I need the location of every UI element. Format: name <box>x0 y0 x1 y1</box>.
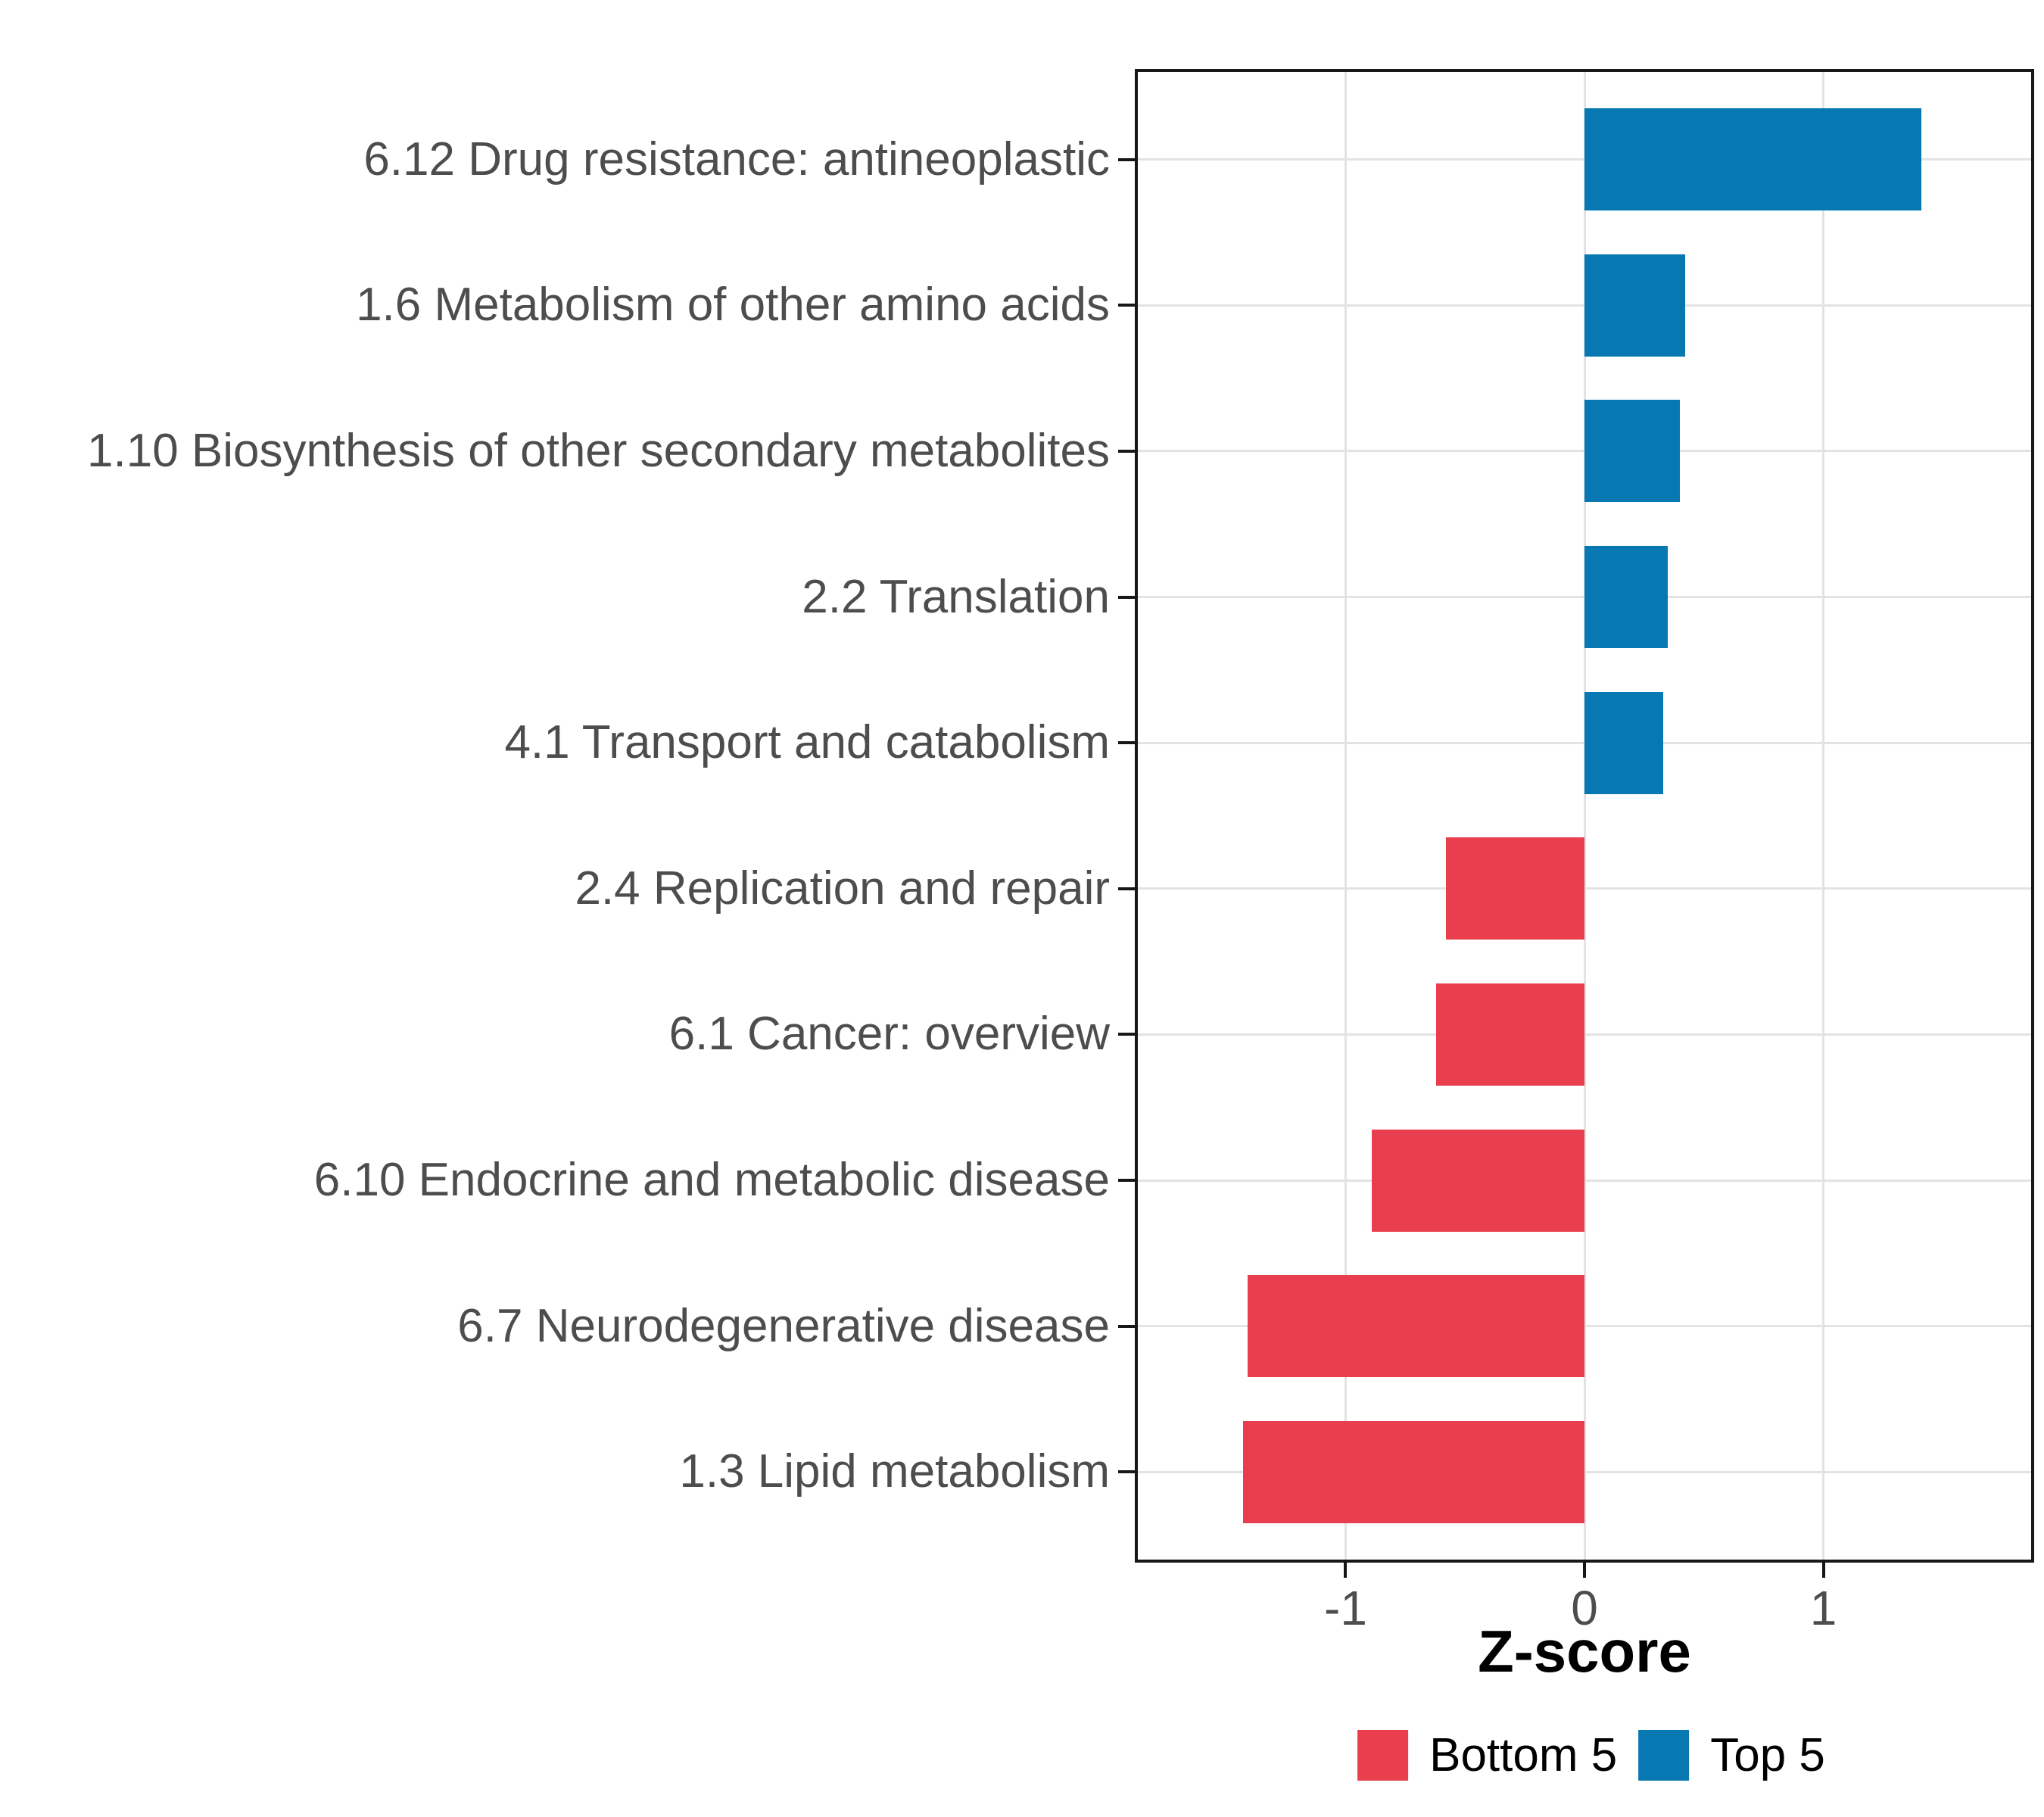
bar <box>1584 254 1685 357</box>
bar <box>1242 1420 1584 1523</box>
legend: Bottom 5 Top 5 <box>1357 1730 1825 1781</box>
bar <box>1372 1129 1584 1232</box>
y-axis-label: 1.6 Metabolism of other amino acids <box>356 279 1110 332</box>
vertical-gridline <box>1344 72 1347 1560</box>
y-axis-tick <box>1118 1179 1135 1183</box>
y-axis-tick <box>1118 304 1135 307</box>
y-axis-label: 6.7 Neurodegenerative disease <box>457 1299 1110 1352</box>
y-axis-tick <box>1118 741 1135 745</box>
x-axis-tick-label: -1 <box>1324 1581 1367 1635</box>
y-axis-tick <box>1118 1324 1135 1328</box>
y-axis-label: 2.4 Replication and repair <box>575 862 1110 915</box>
horizontal-gridline <box>1138 1179 2031 1182</box>
legend-swatch <box>1357 1730 1409 1781</box>
y-axis-tick <box>1118 595 1135 599</box>
vertical-gridline <box>1583 72 1586 1560</box>
bar <box>1584 108 1921 211</box>
y-axis-tick <box>1118 449 1135 453</box>
x-axis-tick-label: 1 <box>1809 1581 1837 1635</box>
bar <box>1446 837 1584 940</box>
legend-swatch <box>1638 1730 1690 1781</box>
y-axis-label: 6.12 Drug resistance: antineoplastic <box>363 132 1110 185</box>
y-axis-label: 6.1 Cancer: overview <box>668 1008 1110 1061</box>
x-axis-tick <box>1344 1563 1348 1578</box>
plot-panel <box>1135 69 2034 1563</box>
horizontal-gridline <box>1138 1470 2031 1473</box>
y-axis-label: 1.3 Lipid metabolism <box>679 1445 1110 1498</box>
vertical-gridline <box>1822 72 1824 1560</box>
y-axis-tick <box>1118 887 1135 890</box>
y-axis-tick <box>1118 157 1135 161</box>
bar <box>1584 546 1669 649</box>
x-axis-title: Z-score <box>1478 1618 1691 1685</box>
horizontal-gridline <box>1138 1033 2031 1036</box>
legend-label: Top 5 <box>1710 1728 1825 1781</box>
bar <box>1436 983 1584 1086</box>
y-axis-label: 1.10 Biosynthesis of other secondary met… <box>87 424 1110 477</box>
bar <box>1584 691 1664 794</box>
legend-label: Bottom 5 <box>1429 1728 1618 1781</box>
bar <box>1584 400 1681 503</box>
x-axis-tick <box>1821 1563 1825 1578</box>
y-axis-tick <box>1118 1470 1135 1474</box>
y-axis-tick <box>1118 1033 1135 1036</box>
x-axis-tick <box>1583 1563 1586 1578</box>
bar <box>1248 1275 1584 1378</box>
y-axis-label: 6.10 Endocrine and metabolic disease <box>313 1154 1110 1207</box>
horizontal-gridline <box>1138 887 2031 890</box>
y-axis-label: 4.1 Transport and catabolism <box>504 716 1110 769</box>
legend-item: Bottom 5 <box>1357 1730 1617 1781</box>
x-axis-tick-label: 0 <box>1571 1581 1598 1635</box>
y-axis-label: 2.2 Translation <box>802 570 1110 623</box>
horizontal-gridline <box>1138 1325 2031 1328</box>
legend-item: Top 5 <box>1638 1730 1825 1781</box>
